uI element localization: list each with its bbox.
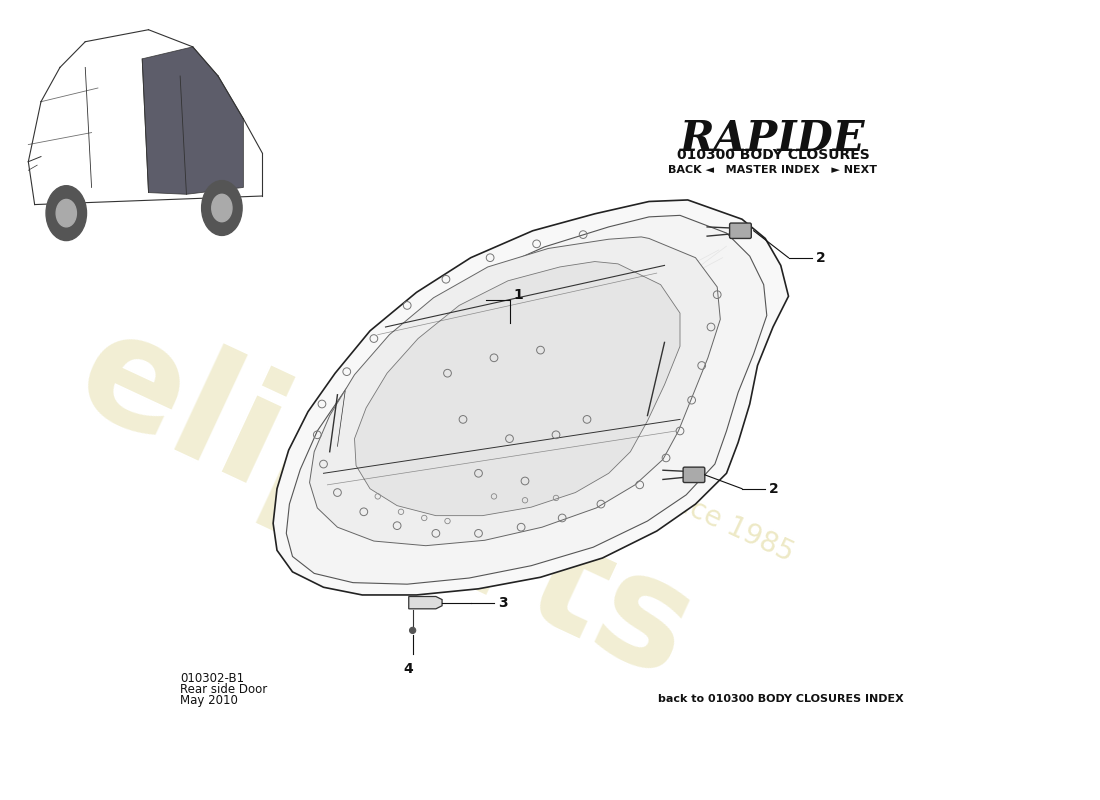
Text: 2: 2 <box>769 482 779 496</box>
Text: 2: 2 <box>815 250 825 265</box>
Text: 3: 3 <box>498 596 507 610</box>
Text: 4: 4 <box>404 662 414 676</box>
Text: back to 010300 BODY CLOSURES INDEX: back to 010300 BODY CLOSURES INDEX <box>658 694 903 704</box>
Polygon shape <box>273 200 789 595</box>
Text: eliparts: eliparts <box>55 297 716 711</box>
Polygon shape <box>409 597 442 609</box>
Text: Rear side Door: Rear side Door <box>180 682 267 696</box>
Text: 1: 1 <box>514 288 524 302</box>
Text: RAPIDE: RAPIDE <box>680 118 866 159</box>
Circle shape <box>409 627 416 634</box>
Circle shape <box>46 186 87 241</box>
Text: 010302-B1: 010302-B1 <box>180 672 244 685</box>
Polygon shape <box>286 215 767 584</box>
Text: a passion for parts since 1985: a passion for parts since 1985 <box>406 364 799 567</box>
Polygon shape <box>309 237 720 546</box>
Polygon shape <box>354 262 680 516</box>
Circle shape <box>201 181 242 235</box>
Polygon shape <box>142 47 243 194</box>
Circle shape <box>212 194 232 222</box>
Text: BACK ◄   MASTER INDEX   ► NEXT: BACK ◄ MASTER INDEX ► NEXT <box>669 166 878 175</box>
FancyBboxPatch shape <box>729 223 751 238</box>
Circle shape <box>56 199 76 227</box>
Text: 010300 BODY CLOSURES: 010300 BODY CLOSURES <box>676 148 869 162</box>
FancyBboxPatch shape <box>683 467 705 482</box>
Text: May 2010: May 2010 <box>180 694 238 706</box>
